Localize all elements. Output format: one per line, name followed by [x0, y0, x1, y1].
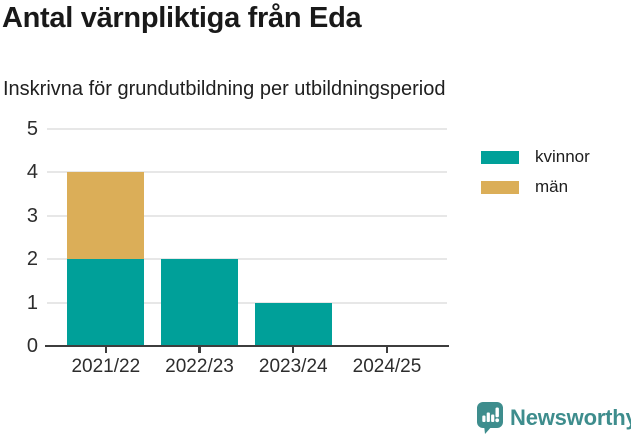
y-tick-label: 4	[26, 161, 38, 184]
x-tick-label: 2024/25	[352, 356, 422, 377]
x-tick	[198, 347, 201, 353]
x-tick-label: 2023/24	[258, 356, 328, 377]
chart-subtitle: Inskrivna för grundutbildning per utbild…	[3, 78, 446, 100]
legend-item-kvinnor: kvinnor	[481, 147, 590, 167]
legend-item-man: män	[481, 177, 590, 197]
y-tick-label: 2	[26, 248, 38, 271]
x-tick	[104, 347, 107, 353]
legend-swatch-kvinnor	[481, 150, 519, 164]
x-axis-line	[45, 344, 449, 348]
newsworthy-bubble-chart-icon	[477, 402, 503, 434]
chart-title: Antal värnpliktiga från Eda	[2, 2, 362, 34]
gridline	[47, 128, 447, 130]
gridline	[47, 258, 447, 261]
bar-segment-män-2021/22	[67, 172, 145, 260]
bar-segment-kvinnor-2023/24	[254, 302, 332, 346]
legend-label-man: män	[535, 177, 569, 196]
legend-swatch-man	[481, 180, 519, 194]
gridline	[47, 214, 447, 217]
gridline	[47, 171, 447, 174]
newsworthy-logo-text: Newsworthy	[510, 405, 631, 430]
x-tick	[385, 347, 389, 353]
bar-segment-kvinnor-2022/23	[161, 259, 239, 346]
legend-label-kvinnor: kvinnor	[535, 147, 590, 166]
y-tick-label: 0	[26, 335, 38, 357]
gridline	[47, 301, 447, 304]
x-tick	[292, 347, 295, 353]
bar-segment-kvinnor-2021/22	[67, 259, 145, 346]
x-tick-label: 2021/22	[71, 356, 141, 377]
newsworthy-logo[interactable]: Newsworthy	[476, 401, 631, 435]
y-tick-label: 3	[26, 204, 38, 227]
y-tick-label: 1	[26, 291, 38, 314]
y-tick-label: 5	[26, 118, 38, 140]
x-tick-label: 2022/23	[165, 356, 234, 377]
legend: kvinnor män	[481, 147, 590, 197]
